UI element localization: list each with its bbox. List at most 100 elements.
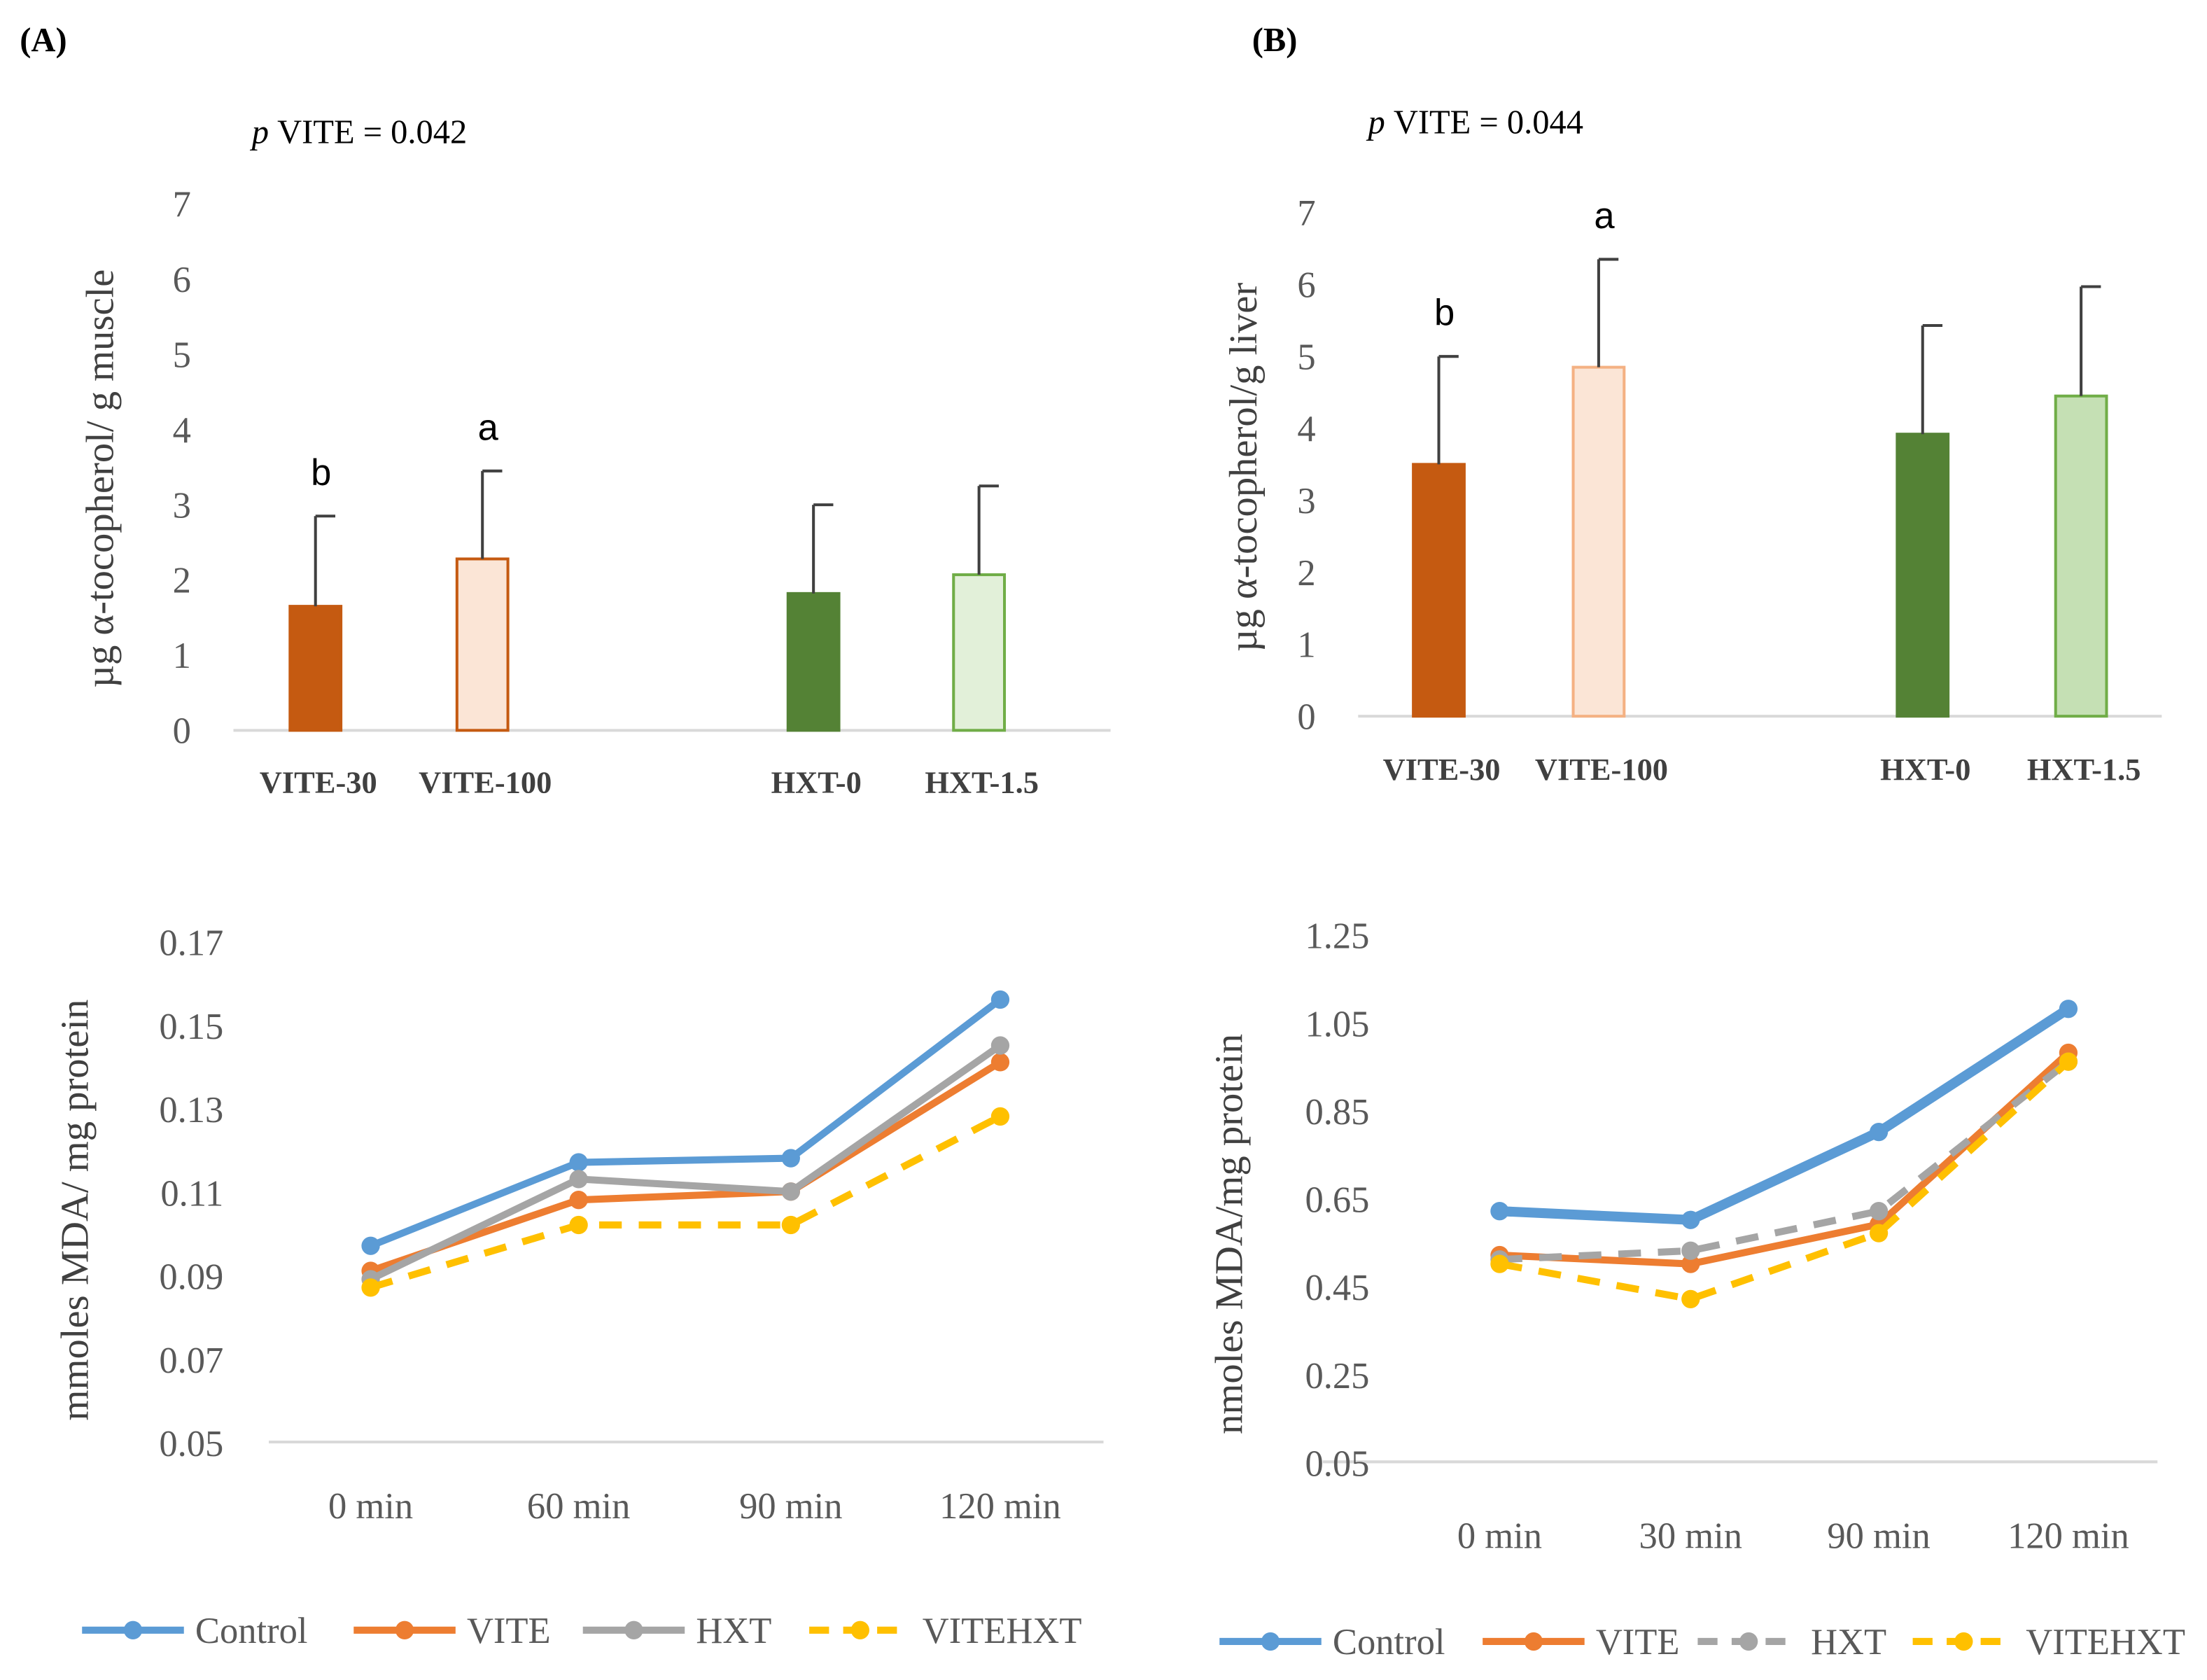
y-tick-label: 3 (1297, 481, 1315, 522)
y-tick-label: 1.25 (1305, 916, 1370, 957)
data-point (1869, 1224, 1889, 1242)
bar-VITE-100 (1571, 365, 1626, 718)
y-tick-label: 0.07 (159, 1340, 223, 1381)
legend-marker (1524, 1632, 1543, 1651)
series-line (370, 1113, 1002, 1292)
y-tick-label: 5 (1297, 337, 1315, 377)
y-tick-label: 0.45 (1305, 1268, 1370, 1308)
y-tick-label: 0.15 (159, 1007, 223, 1047)
y-tick-label: 0.85 (1305, 1092, 1370, 1133)
legend-label: VITE (467, 1611, 551, 1651)
y-tick-label: 6 (1297, 265, 1315, 306)
bar-VITE-100 (455, 557, 510, 732)
x-tick-label: 120 min (2008, 1516, 2129, 1557)
data-point (990, 1036, 1010, 1055)
legend-label: HXT (1811, 1622, 1886, 1662)
y-tick-label: 0.13 (159, 1090, 223, 1130)
y-tick-label: 0 (173, 711, 191, 752)
series-line (369, 1042, 1002, 1283)
y-axis-label: µg α-tocopherol/ g muscle (79, 270, 122, 688)
legend-label: VITEHXT (2026, 1622, 2185, 1662)
y-tick-label: 7 (173, 185, 191, 225)
data-point (569, 1153, 588, 1172)
series-line (1499, 1004, 2071, 1225)
data-point (1869, 1202, 1889, 1221)
x-tick-label: 60 min (527, 1486, 630, 1527)
data-point (2059, 1000, 2078, 1018)
data-point (990, 1053, 1010, 1072)
data-point (569, 1215, 588, 1235)
x-tick-label: 90 min (739, 1486, 842, 1527)
bar-HXT-1.5 (952, 573, 1007, 732)
data-point (569, 1170, 588, 1189)
y-tick-label: 0.65 (1305, 1180, 1370, 1221)
category-label: VITE-30 (1383, 752, 1501, 787)
y-tick-label: 0 (1297, 696, 1315, 737)
p-symbol: p (250, 114, 269, 151)
p-value-text: VITE = 0.042 (277, 114, 467, 151)
y-tick-label: 1.05 (1305, 1004, 1370, 1044)
x-tick-label: 0 min (1457, 1516, 1542, 1557)
legend-marker (850, 1620, 869, 1639)
legend-item-HXT: HXT (1697, 1622, 1886, 1662)
y-tick-label: 4 (1297, 409, 1315, 449)
legend-item-VITE: VITE (353, 1611, 551, 1651)
data-point (1681, 1210, 1700, 1229)
legend-marker (1261, 1632, 1280, 1651)
data-point (990, 990, 1010, 1009)
legend-item-Control: Control (82, 1611, 307, 1651)
x-tick-label: 0 min (328, 1486, 413, 1527)
data-point (2059, 1052, 2078, 1071)
series-VITEHXT (361, 1107, 1010, 1297)
significance-letter: a (478, 407, 499, 448)
x-tick-label: 30 min (1639, 1516, 1742, 1557)
p-value-text: VITE = 0.044 (1394, 104, 1583, 141)
category-label: HXT-1.5 (925, 764, 1039, 799)
legend-item-HXT: HXT (582, 1611, 771, 1651)
y-tick-label: 0.11 (160, 1173, 223, 1214)
data-point (781, 1149, 800, 1168)
category-label: VITE-100 (1535, 752, 1668, 787)
line-chart-A-line: 0.05 0.07 0.09 0.11 0.13 0.15 0.17 mmoles MDA/ … (53, 923, 1104, 1651)
series-Control (361, 990, 1010, 1255)
data-point (361, 1278, 380, 1297)
y-tick-label: 0.05 (159, 1424, 223, 1464)
category-label: VITE-100 (419, 764, 552, 799)
legend-marker (624, 1620, 643, 1639)
legend-label: Control (195, 1611, 308, 1651)
data-point (1490, 1254, 1509, 1273)
bar-VITE-30 (288, 605, 343, 732)
series-HXT (1490, 1052, 2078, 1269)
y-tick-label: 4 (173, 410, 191, 451)
panel-label: (B) (1252, 22, 1298, 59)
series-VITE (361, 1053, 1010, 1280)
bar-VITE-30 (1412, 463, 1466, 718)
panel-label: (A) (20, 22, 66, 59)
category-label: HXT-1.5 (2027, 752, 2141, 787)
y-tick-label: 0.05 (1305, 1444, 1370, 1485)
series-VITE (1490, 1043, 2078, 1273)
data-point (361, 1236, 380, 1255)
data-point (1869, 1122, 1889, 1142)
data-point (781, 1182, 800, 1201)
significance-letter: a (1594, 195, 1615, 237)
legend-marker (123, 1620, 143, 1639)
data-point (1681, 1289, 1700, 1308)
legend-marker (1739, 1632, 1758, 1651)
series-Control (1490, 1000, 2078, 1229)
x-tick-label: 90 min (1827, 1516, 1930, 1557)
legend-label: HXT (696, 1611, 771, 1651)
series-line (1499, 1050, 2071, 1268)
legend-label: VITE (1596, 1622, 1680, 1662)
y-tick-label: 2 (1297, 553, 1315, 594)
category-label: VITE-30 (260, 764, 377, 799)
legend-marker (395, 1620, 414, 1639)
series-line (1499, 1058, 2071, 1264)
legend-item-VITEHXT: VITEHXT (809, 1611, 1081, 1651)
category-label: HXT-0 (1880, 752, 1970, 787)
legend-marker (1954, 1632, 1973, 1651)
y-tick-label: 7 (1297, 193, 1315, 234)
y-axis-label: mmoles MDA/ mg protein (53, 1000, 97, 1421)
y-tick-label: 3 (173, 485, 191, 526)
